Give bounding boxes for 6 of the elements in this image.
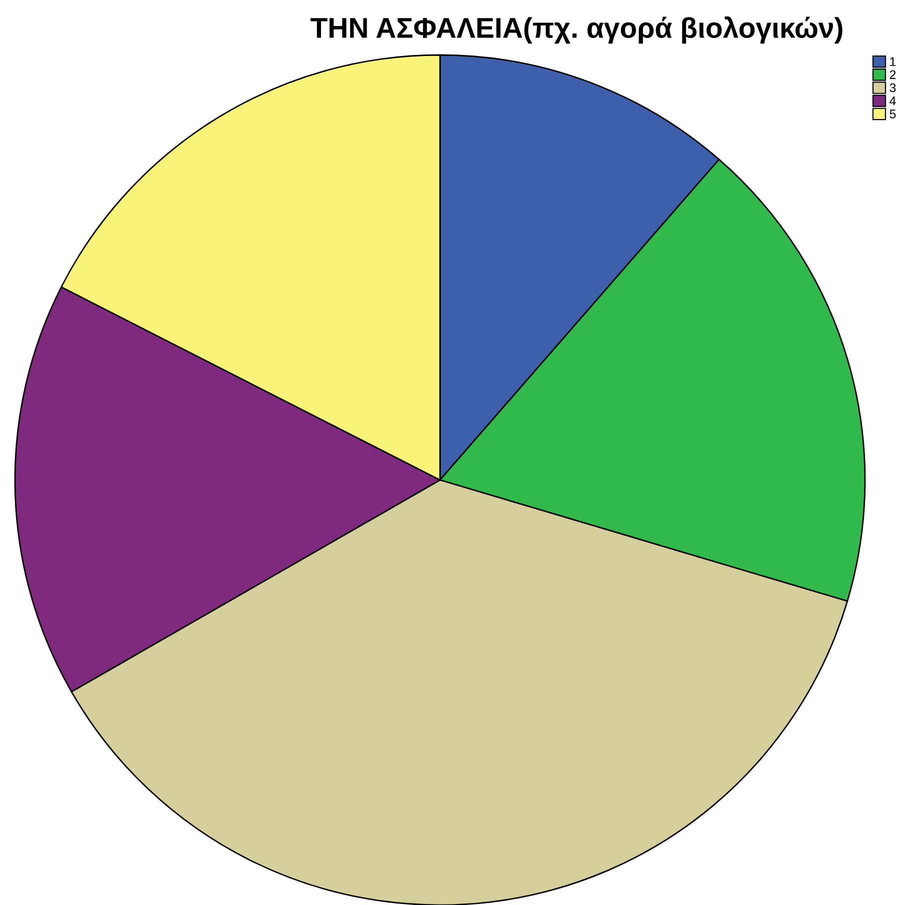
legend-label: 4: [890, 96, 896, 106]
legend-label: 5: [890, 110, 896, 118]
chart-title: ΤΗΝ ΑΣΦΑΛΕΙΑ(πχ. αγορά βιολογικών): [310, 16, 842, 44]
legend-label: 2: [890, 70, 896, 79]
legend-label: 1: [890, 57, 896, 66]
legend-label: 3: [890, 83, 896, 92]
